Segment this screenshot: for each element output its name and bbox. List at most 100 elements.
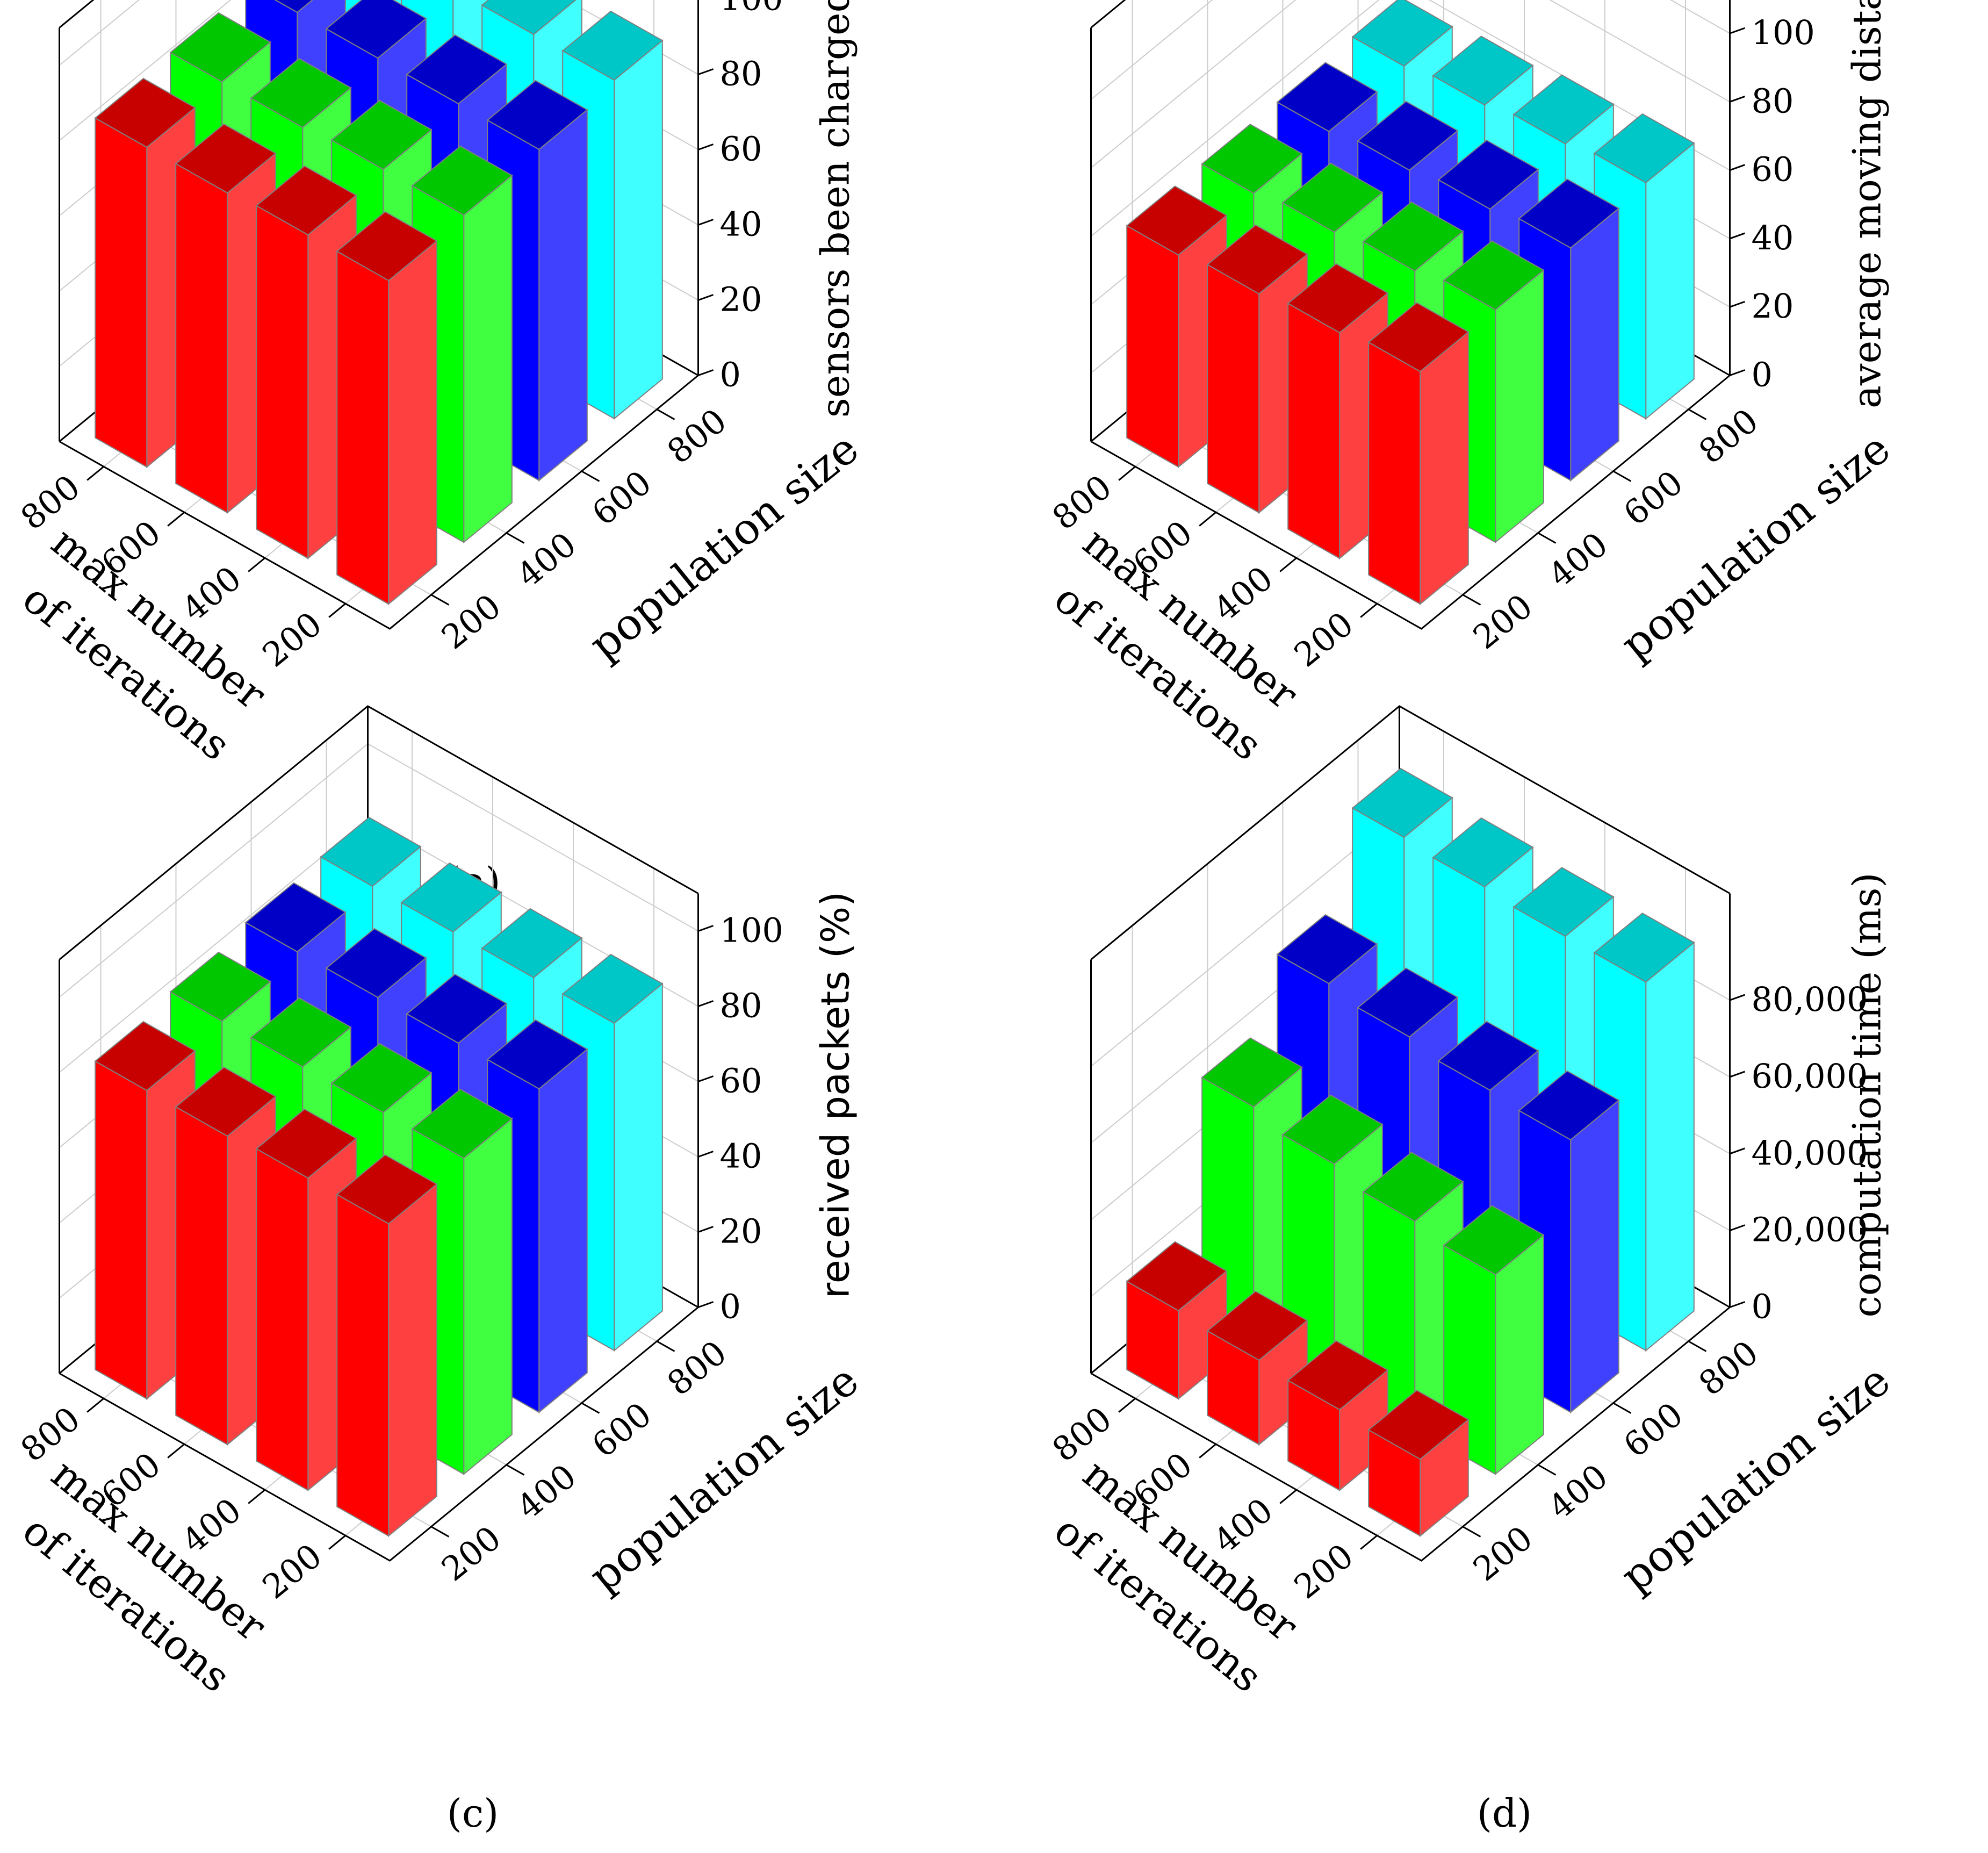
bar xyxy=(1367,302,1470,606)
bar-top-face xyxy=(1593,113,1695,184)
z-tick xyxy=(1729,1147,1746,1155)
bar-top-face xyxy=(175,123,277,194)
bar-top-face xyxy=(1367,1389,1470,1460)
z-tick-label: 40 xyxy=(720,205,762,244)
z-axis-title: average moving distance xyxy=(1845,0,1890,408)
bar-top-face xyxy=(1593,913,1695,983)
z-tick xyxy=(697,369,714,376)
z-tick-label: 0 xyxy=(1752,355,1773,394)
x-tick xyxy=(1688,408,1707,420)
y-tick xyxy=(167,1443,185,1459)
bar-top-face xyxy=(486,1019,588,1090)
panel-label-letter: c xyxy=(462,1791,484,1836)
y-tick xyxy=(328,1535,346,1550)
z-tick xyxy=(1729,232,1746,240)
x-tick xyxy=(656,408,675,420)
x-tick-label: 200 xyxy=(434,1518,508,1589)
bar-top-face xyxy=(1518,178,1620,249)
x-tick xyxy=(581,470,600,482)
frame-floor-edge xyxy=(1090,1306,1731,1562)
x-tick xyxy=(506,1464,525,1476)
z-tick-label: 80 xyxy=(1752,81,1794,120)
y-tick xyxy=(1279,557,1297,572)
x-tick-label: 800 xyxy=(660,401,734,471)
x-tick xyxy=(1462,1526,1481,1538)
bar-front-face xyxy=(463,1117,513,1476)
panel-label-letter: d xyxy=(1492,1791,1517,1836)
z-tick-label: 60 xyxy=(1752,150,1794,189)
frame-top-edges xyxy=(1090,705,1731,960)
x-tick-label: 600 xyxy=(585,1395,659,1465)
bar-front-face xyxy=(388,240,437,606)
x-axis-title: population size xyxy=(1611,423,1899,670)
bar-top-face xyxy=(330,1043,433,1114)
x-tick-label: 800 xyxy=(1691,401,1766,471)
z-tick xyxy=(697,1301,714,1308)
z-tick-label: 0 xyxy=(720,1287,741,1326)
bar-side-face xyxy=(95,117,148,468)
bar-side-face xyxy=(336,250,390,605)
frame-floor-edge xyxy=(59,1306,699,1562)
x-tick xyxy=(1688,1340,1707,1352)
bar-top-face xyxy=(255,165,357,236)
y-tick xyxy=(87,1398,104,1413)
y-tick xyxy=(1118,1398,1136,1413)
bar-top-face xyxy=(1201,1037,1303,1108)
x-tick-label: 400 xyxy=(509,525,584,595)
y-tick xyxy=(1118,466,1136,481)
bar-top-face xyxy=(1518,1070,1620,1141)
y-tick-label: 200 xyxy=(1287,604,1361,674)
panel-a: 200400600800200400600800020406080100sens… xyxy=(13,0,868,904)
bar-side-face xyxy=(1368,341,1421,605)
x-tick xyxy=(656,1340,675,1352)
bar-top-face xyxy=(1287,263,1389,334)
bars xyxy=(1126,0,1695,606)
z-tick-label: 40,000 xyxy=(1752,1133,1868,1173)
z-tick xyxy=(697,1075,714,1082)
grid-line xyxy=(1090,0,1730,169)
bar-top-face xyxy=(1126,1241,1228,1311)
z-tick xyxy=(697,925,714,932)
x-tick-label: 600 xyxy=(1616,463,1690,533)
bar-front-face xyxy=(614,39,663,420)
bar-top-face xyxy=(94,77,196,148)
bar xyxy=(1126,1241,1228,1400)
z-tick-label: 100 xyxy=(720,911,783,950)
bar-top-face xyxy=(1351,767,1453,838)
bar-top-face xyxy=(481,908,583,979)
bar-top-face xyxy=(1287,1340,1389,1411)
bar-top-face xyxy=(1437,139,1539,210)
x-tick-label: 200 xyxy=(1466,1518,1540,1589)
bar xyxy=(1287,1340,1389,1492)
y-tick xyxy=(1199,512,1216,527)
y-tick xyxy=(167,512,185,527)
z-tick xyxy=(697,1226,714,1233)
x-tick-label: 800 xyxy=(1691,1333,1766,1403)
grid-line xyxy=(59,0,698,141)
bar-top-face xyxy=(1512,74,1615,145)
x-axis-title: population size xyxy=(580,1355,868,1601)
bar-top-face xyxy=(1443,1205,1545,1275)
z-tick xyxy=(1729,27,1746,34)
bar-top-face xyxy=(481,0,577,35)
bar-side-face xyxy=(175,1105,228,1446)
z-axis-title: computation time (ms) xyxy=(1845,873,1890,1318)
bar-top-face xyxy=(320,816,422,887)
frame-floor-edge xyxy=(1090,375,1731,630)
bar-side-face xyxy=(256,204,309,559)
z-tick xyxy=(1729,300,1746,308)
bar-top-face xyxy=(325,0,427,59)
bar-front-face xyxy=(1645,941,1695,1352)
bar-front-face xyxy=(1645,142,1695,420)
bar-top-face xyxy=(406,973,508,1044)
y-tick-label: 200 xyxy=(255,604,329,674)
z-tick-label: 80,000 xyxy=(1752,980,1868,1019)
panel-d: 200400600800200400600800020,00040,00060,… xyxy=(1045,705,1899,1836)
bar-top-face xyxy=(1362,201,1464,272)
bar-top-face xyxy=(336,1154,438,1225)
bar-side-face xyxy=(1287,302,1341,559)
bar-top-face xyxy=(411,145,513,216)
bar-top-face xyxy=(1206,1290,1308,1361)
z-tick-label: 60 xyxy=(720,1061,762,1101)
bar-side-face xyxy=(95,1060,148,1400)
